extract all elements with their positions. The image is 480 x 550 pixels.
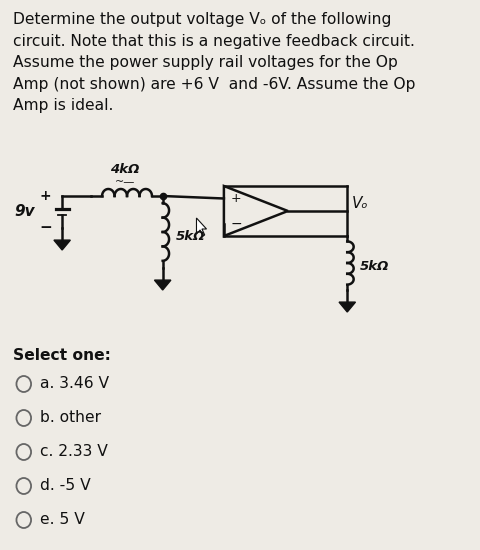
Polygon shape — [196, 218, 206, 236]
Text: 4kΩ: 4kΩ — [110, 163, 140, 176]
Text: 5kΩ: 5kΩ — [176, 229, 205, 243]
Text: ~—: ~— — [115, 176, 135, 186]
Text: 5kΩ: 5kΩ — [360, 261, 389, 273]
Text: +: + — [40, 189, 51, 203]
Text: b. other: b. other — [40, 410, 101, 426]
Text: −: − — [39, 221, 52, 235]
Text: Vₒ: Vₒ — [352, 195, 369, 211]
Text: e. 5 V: e. 5 V — [40, 513, 85, 527]
Text: +: + — [230, 192, 241, 205]
Text: a. 3.46 V: a. 3.46 V — [40, 377, 109, 392]
Polygon shape — [54, 240, 71, 250]
Polygon shape — [339, 302, 356, 312]
Polygon shape — [155, 280, 171, 290]
Text: 9v: 9v — [14, 205, 35, 219]
Text: c. 2.33 V: c. 2.33 V — [40, 444, 108, 459]
Text: d. -5 V: d. -5 V — [40, 478, 91, 493]
Text: −: − — [230, 217, 242, 230]
Text: Select one:: Select one: — [13, 348, 111, 363]
Text: Determine the output voltage Vₒ of the following
circuit. Note that this is a ne: Determine the output voltage Vₒ of the f… — [13, 12, 415, 113]
